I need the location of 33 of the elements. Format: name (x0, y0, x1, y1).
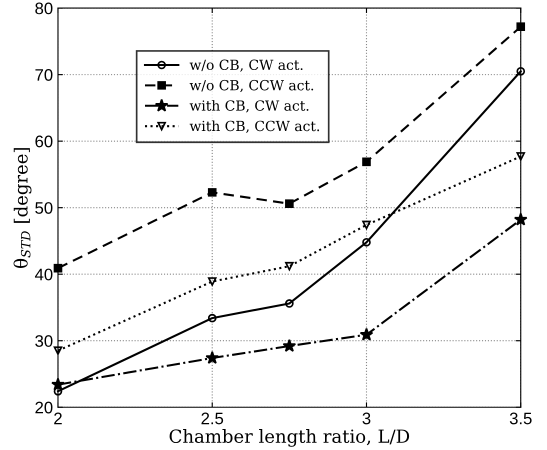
point (362, 157, 371, 166)
x-tick-label: 3 (362, 412, 370, 424)
y-axis-title: θ$_{STD}$ [degree] (14, 148, 32, 268)
point (208, 277, 217, 286)
point (360, 328, 374, 341)
point (516, 152, 526, 161)
point (205, 350, 220, 364)
x-tick-label: 3.5 (510, 412, 532, 424)
point (54, 264, 62, 273)
y-tick-label: 60 (35, 136, 52, 148)
legend-label: with CB, CCW act. (190, 120, 320, 133)
y-tick-label: 70 (35, 69, 52, 81)
y-tick-label: 20 (35, 402, 52, 414)
x-axis-title: Chamber length ratio, L/D (170, 429, 410, 447)
y-tick-label: 50 (35, 202, 52, 214)
point (54, 346, 62, 356)
point (362, 238, 371, 247)
point (285, 199, 294, 208)
x-tick-label: 2.5 (201, 412, 224, 424)
point (208, 188, 217, 197)
legend-label: with CB, CW act. (190, 100, 308, 113)
point (516, 66, 526, 76)
y-tick-label: 80 (35, 2, 52, 14)
point (282, 338, 296, 352)
point (208, 314, 217, 322)
y-tick-label: 40 (34, 268, 52, 280)
legend-label: w/o CB, CCW act. (190, 80, 314, 92)
y-tick-label: 30 (35, 335, 52, 347)
point (285, 299, 294, 308)
x-tick-label: 2 (54, 412, 62, 424)
point (362, 220, 371, 230)
legend-label: w/o CB, CW act. (190, 60, 303, 72)
point (285, 262, 294, 271)
